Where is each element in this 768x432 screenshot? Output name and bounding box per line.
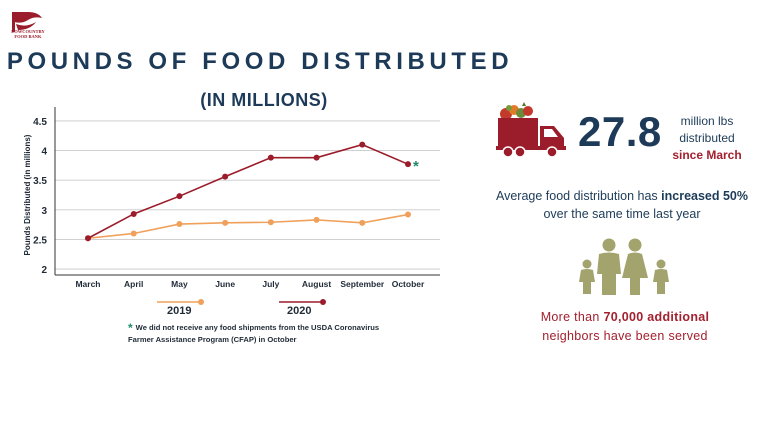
data-point-2020 <box>176 193 183 200</box>
stat-description: million lbs distributed since March <box>664 113 750 164</box>
x-tick-label: September <box>340 279 385 289</box>
y-tick-label: 2 <box>41 265 47 276</box>
avg-bold: increased 50% <box>661 189 748 203</box>
page-title: POUNDS OF FOOD DISTRIBUTED <box>6 48 514 75</box>
x-tick-label: May <box>171 279 188 289</box>
data-point-2019 <box>176 221 183 228</box>
chart-grid <box>55 120 440 270</box>
data-point-2020 <box>359 141 366 148</box>
y-axis: 2 2.5 3 3.5 4 4.5 <box>33 107 56 276</box>
x-tick-label: June <box>215 279 235 289</box>
x-axis: March April May June July August September Octo… <box>55 274 440 289</box>
avg-suffix: over the same time last year <box>543 207 701 221</box>
logo-text: LOWCOUNTRY FOOD BANK <box>11 29 45 39</box>
stat-total-pounds: 27.8 <box>578 108 662 155</box>
x-tick-label: October <box>392 279 425 289</box>
october-annotation-marker: * <box>413 158 419 175</box>
y-tick-label: 4.5 <box>33 117 47 128</box>
data-point-2020 <box>85 235 91 242</box>
chart-footnote: * We did not receive any food shipments f… <box>128 322 388 345</box>
legend-marker-2019 <box>198 299 204 305</box>
legend-label-2019: 2019 <box>167 305 192 317</box>
page-subtitle: (IN MILLIONS) <box>200 90 328 110</box>
legend-marker-2020 <box>320 299 326 305</box>
footnote-asterisk: * <box>128 321 133 335</box>
chart-legend <box>157 299 326 305</box>
legend-label-2020: 2020 <box>287 305 312 317</box>
y-tick-label: 4 <box>41 147 47 158</box>
y-tick-label: 3.5 <box>33 176 47 187</box>
data-point-2019 <box>359 219 366 226</box>
data-point-2020 <box>267 154 274 161</box>
data-point-2019 <box>130 230 137 237</box>
chart-series <box>85 141 411 242</box>
data-point-2020 <box>313 154 320 161</box>
x-tick-label: April <box>124 279 143 289</box>
series-line-2020 <box>87 143 409 239</box>
stat-desc-line3: since March <box>672 148 742 162</box>
footnote-text: We did not receive any food shipments fr… <box>128 323 380 344</box>
neighbors-served-text: More than 70,000 additional neighbors ha… <box>490 308 760 346</box>
y-tick-label: 2.5 <box>33 235 47 246</box>
data-point-2019 <box>405 211 411 218</box>
more-suffix: neighbors have been served <box>542 329 708 343</box>
data-point-2019 <box>222 219 229 226</box>
truck-with-produce-icon <box>496 102 566 158</box>
line-chart: 2 2.5 3 3.5 4 4.5 March April May June July August… <box>23 107 440 305</box>
data-point-2020 <box>130 210 137 217</box>
series-line-2019 <box>87 213 409 240</box>
x-tick-label: March <box>75 279 100 289</box>
x-tick-label: July <box>262 279 279 289</box>
food-bank-logo-icon <box>12 12 42 32</box>
x-tick-label: August <box>302 279 331 289</box>
stat-desc-line2: distributed <box>679 131 735 145</box>
more-bold: 70,000 additional <box>603 310 710 324</box>
data-point-2020 <box>222 173 229 180</box>
more-prefix: More than <box>540 310 604 324</box>
y-tick-label: 3 <box>41 206 47 217</box>
y-axis-label: Pounds Distributed (in millions) <box>23 134 32 255</box>
avg-prefix: Average food distribution has <box>495 189 662 203</box>
data-point-2020 <box>405 161 411 168</box>
stat-desc-line1: million lbs <box>680 114 734 128</box>
family-icon <box>579 238 669 295</box>
data-point-2019 <box>267 219 274 226</box>
data-point-2019 <box>313 216 320 223</box>
average-increase-text: Average food distribution has increased … <box>478 187 766 223</box>
